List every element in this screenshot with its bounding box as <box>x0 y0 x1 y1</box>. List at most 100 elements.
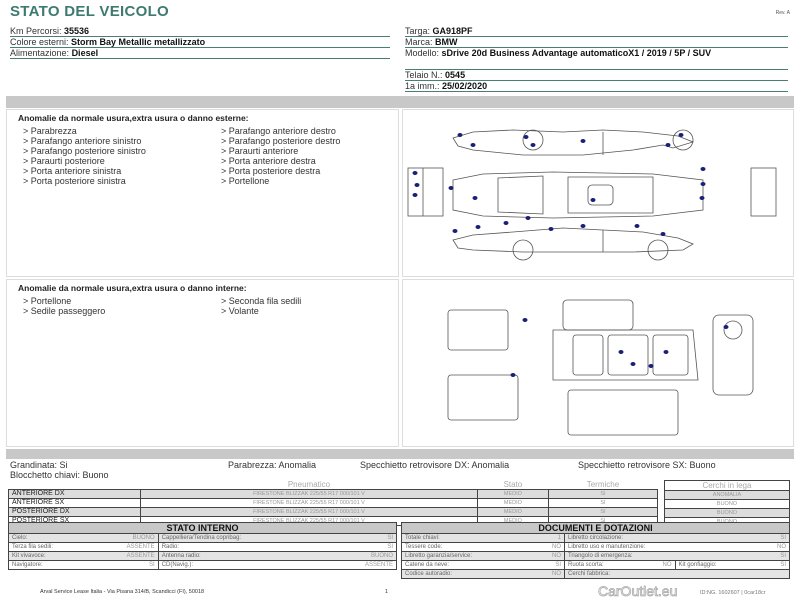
field-value: SI <box>118 560 159 570</box>
damage-marker <box>412 171 418 175</box>
damage-marker <box>634 224 640 228</box>
field-value: ASSENTE <box>356 560 397 570</box>
anomaly-item: > Porta posteriore sinistra <box>23 176 126 186</box>
table-row: Totale chiavi: 1 Libretto circolazione: SI <box>401 533 790 543</box>
tyre-stato: MEDIO <box>476 489 549 499</box>
tyre-model: FIRESTONE BLIZZAK 225/55 R17 000/101 V <box>140 507 478 517</box>
anomaly-item: > Parabrezza <box>23 126 77 136</box>
field-label: Codice autoradio: <box>401 569 525 579</box>
revision-label: Rev. A <box>775 10 790 16</box>
field-label: Cielo: <box>8 533 119 543</box>
damage-marker <box>503 221 509 225</box>
tyre-termiche: SI <box>547 489 659 499</box>
label: Colore esterni: <box>10 37 69 47</box>
damage-marker <box>700 167 706 171</box>
value: 0545 <box>445 70 466 80</box>
rim-status: BUONO <box>664 499 790 509</box>
car-interior-diagram <box>447 299 754 436</box>
damage-marker <box>630 362 636 366</box>
anomaly-item: > Volante <box>221 306 259 316</box>
damage-marker <box>700 182 706 186</box>
section-divider <box>6 96 794 108</box>
tyre-stato: MEDIO <box>476 507 549 517</box>
table-row: Terza fila sedili: ASSENTE Radio: SI <box>8 542 397 552</box>
value: 25/02/2020 <box>442 81 488 91</box>
field-label: Totale chiavi: <box>401 533 525 543</box>
field-label: Libretto garanzia/service: <box>401 551 525 561</box>
field-value: SI <box>749 560 790 570</box>
damage-marker <box>580 224 586 228</box>
field-value: NO <box>524 542 565 552</box>
col-pneumatico: Pneumatico <box>140 480 478 490</box>
tyre-termiche: SI <box>547 507 659 517</box>
damage-markers <box>510 318 729 377</box>
anomaly-item: > Portellone <box>221 176 270 186</box>
anomaly-item: > Sedile passeggero <box>23 306 106 316</box>
field-value: NO <box>749 542 790 552</box>
table-row: Codice autoradio: NO Cerchi fabbrica: <box>401 569 790 579</box>
field-label: Tessere code: <box>401 542 525 552</box>
stato-interno-title: STATO INTERNO <box>8 522 397 534</box>
damage-marker <box>510 373 516 377</box>
parabrezza-status: Parabrezza: Anomalia <box>228 460 317 470</box>
damage-marker <box>448 186 454 190</box>
table-row: ANOMALIA <box>664 490 790 500</box>
field-label: Libretto circolazione: <box>563 533 750 543</box>
field-value: NO <box>635 560 676 570</box>
anomaly-item: > Paraurti anteriore <box>221 146 299 156</box>
grandinata-status: Grandinata: Si <box>10 460 68 470</box>
stato-interno-table: STATO INTERNO Cielo: BUONO Cappelliera/Tend… <box>8 522 397 570</box>
label: Marca: <box>405 37 433 47</box>
interior-anomalies-panel: Anomalie da normale usura,extra usura o … <box>6 279 399 447</box>
damage-marker <box>618 350 624 354</box>
damage-marker <box>678 133 684 137</box>
field-label: Terza fila sedili: <box>8 542 119 552</box>
blocchetto-status: Blocchetto chiavi: Buono <box>10 470 109 480</box>
anomaly-item: > Parafango anteriore sinistro <box>23 136 142 146</box>
specchietto-sx-status: Specchietto retrovisore SX: Buono <box>578 460 716 470</box>
damage-marker <box>523 135 529 139</box>
document-id: ID:NG. 1602607 | 0car18cr <box>700 590 766 596</box>
vehicle-info-right: Targa: GA918PF Marca: BMW Modello: sDriv… <box>405 26 788 92</box>
field-label: Cappelliera/Tendina copribag: <box>157 533 357 543</box>
interior-diagram-panel <box>402 279 794 447</box>
field-label: Radio: <box>157 542 357 552</box>
damage-marker <box>475 225 481 229</box>
table-row: ANTERIORE DX FIRESTONE BLIZZAK 225/55 R17… <box>8 489 659 499</box>
field-value: SI <box>356 542 397 552</box>
anomaly-item: > Paraurti posteriore <box>23 156 105 166</box>
field-label: Cerchi fabbrica: <box>563 569 750 579</box>
hail-and-keys: Grandinata: Si Blocchetto chiavi: Buono <box>10 460 109 480</box>
anomaly-item: > Seconda fila sedili <box>221 296 302 306</box>
table-row: ANTERIORE SX FIRESTONE BLIZZAK 225/55 R17… <box>8 498 659 508</box>
damage-marker <box>648 364 654 368</box>
field-value: BUONO <box>356 551 397 561</box>
damage-marker <box>470 143 476 147</box>
interior-anomalies-list: > Portellone > Seconda fila sedili > Sedil… <box>23 296 398 316</box>
tyre-pos: ANTERIORE SX <box>8 498 141 508</box>
damage-marker <box>457 133 463 137</box>
label: 1a imm.: <box>405 81 440 91</box>
label: Modello: <box>405 48 440 58</box>
table-row: Kit vivavoce: ASSENTE Antenna radio: BUONO <box>8 551 397 561</box>
damage-marker <box>412 193 418 197</box>
info-row-targa: Targa: GA918PF <box>405 26 788 37</box>
anomaly-item: > Parafango posteriore sinistro <box>23 146 146 156</box>
field-value: ASSENTE <box>118 542 159 552</box>
damage-marker <box>472 196 478 200</box>
exterior-anomalies-list: > Parabrezza > Parafango anteriore destro… <box>23 126 398 186</box>
label: Alimentazione: <box>10 48 70 58</box>
field-label: Antenna radio: <box>157 551 357 561</box>
table-row: BUONO <box>664 499 790 509</box>
tyre-model: FIRESTONE BLIZZAK 225/55 R17 000/101 V <box>140 489 478 499</box>
table-row: POSTERIORE DX FIRESTONE BLIZZAK 225/55 R1… <box>8 507 659 517</box>
field-label: Catene da neve: <box>401 560 525 570</box>
tyre-termiche: SI <box>547 498 659 508</box>
documenti-table: DOCUMENTI E DOTAZIONI Totale chiavi: 1 Libr… <box>401 522 790 579</box>
table-row: Libretto garanzia/service: NO Triangolo di… <box>401 551 790 561</box>
table-row: Catene da neve: SI Ruota scorta: NO Kit gonf… <box>401 560 790 570</box>
page-title: STATO DEL VEICOLO <box>10 3 170 20</box>
car-exterior-diagram <box>407 129 777 261</box>
damage-marker <box>699 196 705 200</box>
info-row-immatricolazione: 1a imm.: 25/02/2020 <box>405 81 788 92</box>
